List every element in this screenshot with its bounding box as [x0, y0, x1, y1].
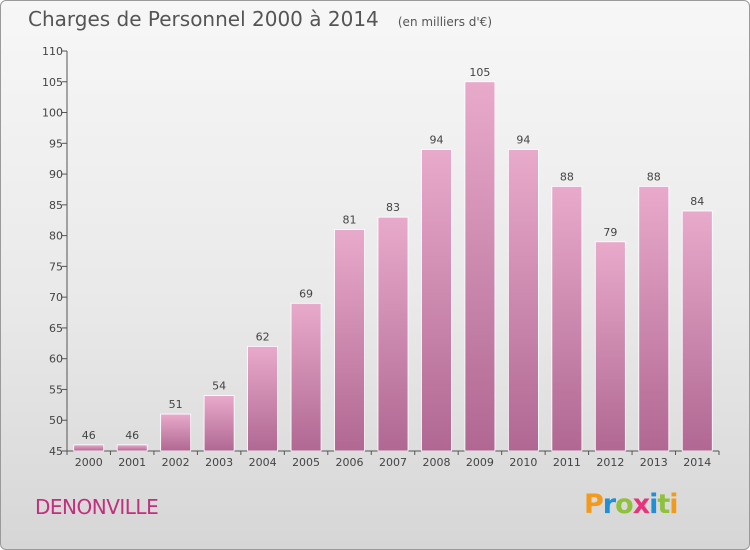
logo-letter: P — [584, 489, 604, 520]
x-tick-label-2006: 2006 — [336, 456, 364, 469]
x-tick-label-2010: 2010 — [509, 456, 537, 469]
data-label-2005: 69 — [299, 287, 313, 300]
logo-letter: t — [657, 489, 670, 520]
y-tick-label: 45 — [49, 445, 63, 458]
y-tick-label: 75 — [49, 260, 63, 273]
bar-2013 — [638, 185, 670, 452]
bar-2003 — [203, 395, 235, 452]
x-tick-label-2004: 2004 — [249, 456, 277, 469]
y-tick-label: 80 — [49, 230, 63, 243]
data-label-2010: 94 — [516, 133, 530, 146]
logo-letter: i — [649, 489, 658, 520]
x-tick-label-2001: 2001 — [118, 456, 146, 469]
bar-2004 — [247, 345, 279, 452]
y-tick-label: 65 — [49, 322, 63, 335]
y-tick-label: 70 — [49, 291, 63, 304]
data-label-2013: 88 — [647, 170, 661, 183]
data-label-2014: 84 — [690, 195, 704, 208]
bar-2009 — [464, 81, 496, 452]
x-tick-label-2002: 2002 — [162, 456, 190, 469]
logo-letter: r — [602, 489, 616, 520]
bar-2002 — [160, 413, 192, 452]
y-tick-label: 85 — [49, 199, 63, 212]
proxiti-logo[interactable]: Proxiti — [584, 489, 679, 520]
bar-2007 — [377, 216, 409, 452]
bar-2000 — [73, 444, 105, 452]
data-label-2012: 79 — [603, 226, 617, 239]
town-name: DENONVILLE — [35, 495, 159, 519]
bar-2005 — [290, 302, 322, 452]
x-tick-label-2005: 2005 — [292, 456, 320, 469]
data-label-2008: 94 — [429, 133, 443, 146]
x-tick-label-2007: 2007 — [379, 456, 407, 469]
x-tick-label-2014: 2014 — [683, 456, 711, 469]
data-label-2004: 62 — [256, 330, 270, 343]
logo-letter: o — [615, 489, 634, 520]
data-label-2003: 54 — [212, 380, 226, 393]
logo-letter: x — [632, 489, 650, 520]
bar-2001 — [116, 444, 148, 452]
x-tick-label-2000: 2000 — [75, 456, 103, 469]
data-label-2006: 81 — [343, 213, 357, 226]
y-tick-label: 90 — [49, 168, 63, 181]
x-tick-label-2008: 2008 — [422, 456, 450, 469]
bar-2008 — [421, 149, 452, 452]
data-label-2009: 105 — [469, 66, 490, 79]
bar-2011 — [551, 185, 583, 452]
data-label-2011: 88 — [560, 170, 574, 183]
y-tick-label: 95 — [49, 137, 63, 150]
bar-2014 — [681, 210, 713, 452]
y-tick-label: 60 — [49, 353, 63, 366]
x-tick-label-2009: 2009 — [466, 456, 494, 469]
bar-2006 — [334, 229, 365, 452]
y-tick-label: 50 — [49, 414, 63, 427]
x-tick-label-2011: 2011 — [553, 456, 581, 469]
bar-2010 — [507, 149, 539, 452]
data-label-2002: 51 — [169, 398, 183, 411]
title-row: Charges de Personnel 2000 à 2014 (en mil… — [28, 7, 492, 31]
data-label-2007: 83 — [386, 201, 400, 214]
data-label-2001: 46 — [125, 429, 139, 442]
bar-2012 — [594, 241, 626, 452]
x-tick-label-2012: 2012 — [596, 456, 624, 469]
x-tick-label-2003: 2003 — [205, 456, 233, 469]
y-tick-label: 110 — [42, 45, 63, 58]
chart-subtitle: (en milliers d'€) — [397, 15, 492, 29]
logo-letter: i — [669, 489, 678, 520]
y-tick-label: 105 — [42, 76, 63, 89]
y-tick-label: 100 — [42, 107, 63, 120]
y-tick-label: 55 — [49, 383, 63, 396]
x-tick-label-2013: 2013 — [640, 456, 668, 469]
chart-title: Charges de Personnel 2000 à 2014 — [28, 7, 379, 31]
data-label-2000: 46 — [82, 429, 96, 442]
